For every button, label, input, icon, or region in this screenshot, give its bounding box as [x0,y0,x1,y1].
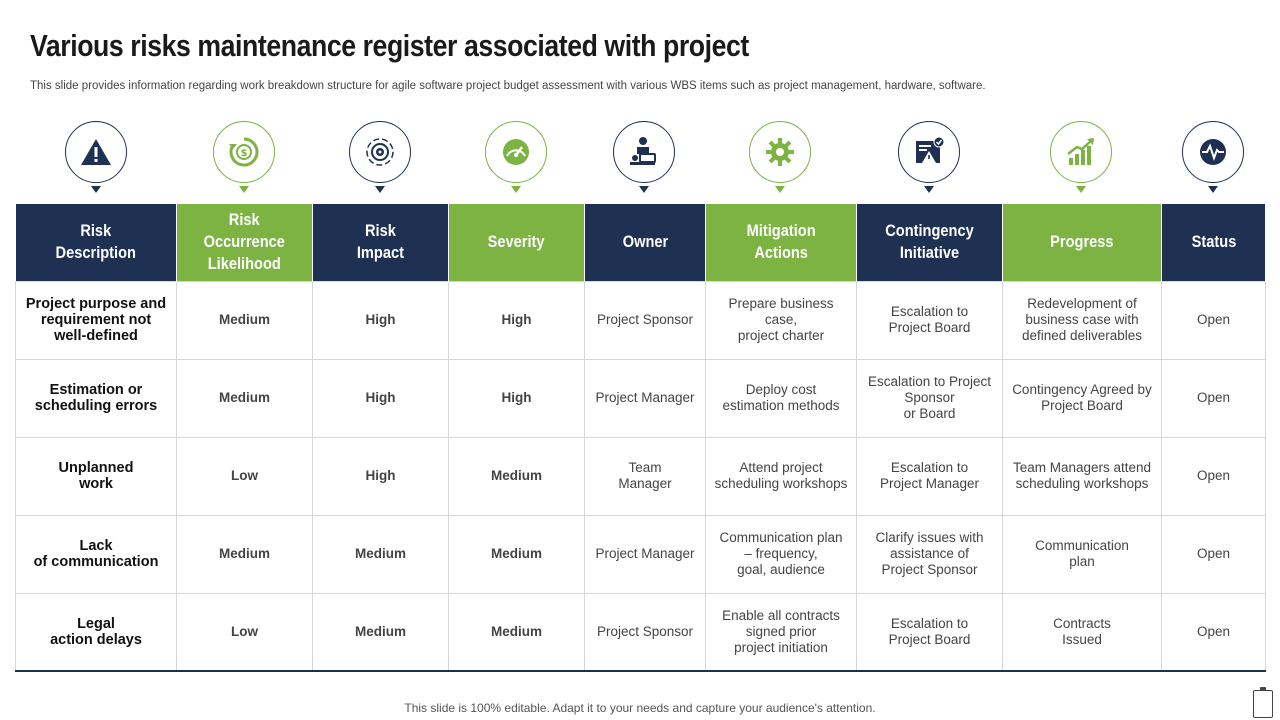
contingency-value: Escalation to Project Manager [856,436,1003,516]
risk-description: Lack of communication [15,514,177,594]
contingency-value: Escalation to Project Board [856,592,1003,672]
risk-register-table: Risk Description Risk Occurrence Likelih… [15,204,1266,672]
likelihood-value: Medium [176,280,313,360]
page-subtitle: This slide provides information regardin… [30,80,986,92]
mitigation-value: Prepare business case, project charter [705,280,857,360]
header-risk-impact: Risk Impact [312,204,449,281]
risk-description: Unplanned work [15,436,177,516]
header-icon-row: $ [0,118,1280,198]
icon-slot-3 [340,118,420,198]
currency-cycle-icon: $ [229,137,259,167]
icon-slot-5 [604,118,684,198]
alert-document-icon [916,136,945,163]
likelihood-value: Medium [176,358,313,438]
icon-slot-6 [740,118,820,198]
owner-value: Team Manager [584,436,706,516]
impact-value: Medium [312,514,449,594]
icon-slot-1 [56,118,136,198]
severity-value: Medium [448,592,585,672]
likelihood-value: Low [176,436,313,516]
owner-value: Project Manager [584,514,706,594]
table-row: Project purpose and requirement not well… [15,280,1266,360]
likelihood-value: Medium [176,514,313,594]
header-mitigation-actions: Mitigation Actions [705,204,857,281]
impact-value: Medium [312,592,449,672]
pulse-icon [1200,139,1226,165]
clipboard-icon[interactable] [1253,687,1273,718]
impact-value: High [312,436,449,516]
risk-description: Project purpose and requirement not well… [15,280,177,360]
risk-description: Estimation or scheduling errors [15,358,177,438]
status-value: Open [1161,592,1266,672]
owner-value: Project Sponsor [584,280,706,360]
progress-value: Contracts Issued [1002,592,1162,672]
icon-slot-4 [476,118,556,198]
owner-value: Project Sponsor [584,592,706,672]
severity-value: Medium [448,514,585,594]
presenter-icon [630,137,656,165]
progress-value: Communication plan [1002,514,1162,594]
header-progress: Progress [1002,204,1162,281]
status-value: Open [1161,514,1266,594]
progress-value: Team Managers attend scheduling workshop… [1002,436,1162,516]
warning-icon [81,139,111,165]
footer-note: This slide is 100% editable. Adapt it to… [404,701,876,715]
risk-description: Legal action delays [15,592,177,672]
growth-chart-icon [1067,138,1094,165]
table-row: Estimation or scheduling errors Medium H… [15,358,1266,438]
icon-slot-7 [889,118,969,198]
status-value: Open [1161,436,1266,516]
header-contingency-initiative: Contingency Initiative [856,204,1003,281]
table-row: Legal action delays Low Medium Medium Pr… [15,592,1266,672]
severity-value: Medium [448,436,585,516]
mitigation-value: Deploy cost estimation methods [705,358,857,438]
icon-slot-2: $ [204,118,284,198]
progress-value: Redevelopment of business case with defi… [1002,280,1162,360]
table-header-row: Risk Description Risk Occurrence Likelih… [15,204,1266,281]
owner-value: Project Manager [584,358,706,438]
contingency-value: Escalation to Project Board [856,280,1003,360]
header-severity: Severity [448,204,585,281]
severity-value: High [448,358,585,438]
svg-text:$: $ [241,148,248,159]
severity-value: High [448,280,585,360]
impact-value: High [312,358,449,438]
target-gear-icon [366,138,394,166]
mitigation-value: Enable all contracts signed prior projec… [705,592,857,672]
header-risk-likelihood: Risk Occurrence Likelihood [176,204,313,281]
icon-slot-8 [1041,118,1121,198]
status-value: Open [1161,280,1266,360]
gauge-icon [503,139,529,165]
table-row: Unplanned work Low High Medium Team Mana… [15,436,1266,516]
header-status: Status [1161,204,1266,281]
table-row: Lack of communication Medium Medium Medi… [15,514,1266,594]
header-owner: Owner [584,204,706,281]
status-value: Open [1161,358,1266,438]
mitigation-value: Attend project scheduling workshops [705,436,857,516]
mitigation-value: Communication plan – frequency, goal, au… [705,514,857,594]
page-title: Various risks maintenance register assoc… [30,28,749,63]
icon-slot-9 [1173,118,1253,198]
impact-value: High [312,280,449,360]
gear-icon [766,138,794,166]
progress-value: Contingency Agreed by Project Board [1002,358,1162,438]
likelihood-value: Low [176,592,313,672]
header-risk-description: Risk Description [15,204,177,281]
contingency-value: Clarify issues with assistance of Projec… [856,514,1003,594]
contingency-value: Escalation to Project Sponsor or Board [856,358,1003,438]
